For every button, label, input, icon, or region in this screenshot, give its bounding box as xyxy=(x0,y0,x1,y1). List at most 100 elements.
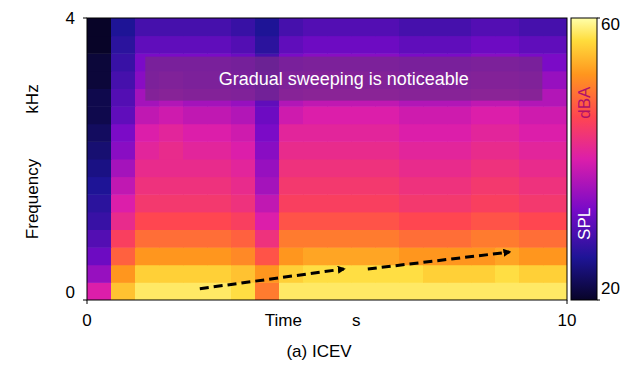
cell xyxy=(423,36,448,54)
cell xyxy=(423,18,448,36)
colorbar-tick-label: 60 xyxy=(601,15,620,34)
cell xyxy=(87,124,112,142)
cell xyxy=(159,141,184,159)
cell xyxy=(183,212,208,230)
cell xyxy=(183,177,208,195)
cell xyxy=(351,212,376,230)
cell xyxy=(471,212,496,230)
cell xyxy=(207,18,232,36)
x-axis-title: Time xyxy=(265,311,302,330)
cell xyxy=(255,282,280,300)
cell xyxy=(255,177,280,195)
arrow xyxy=(200,269,344,289)
cell xyxy=(423,194,448,212)
cell xyxy=(447,282,472,300)
cell xyxy=(495,141,520,159)
cell xyxy=(351,230,376,248)
cell xyxy=(207,247,232,265)
cell xyxy=(159,194,184,212)
cell xyxy=(327,212,352,230)
cell xyxy=(447,159,472,177)
cell xyxy=(543,18,567,36)
cell xyxy=(423,159,448,177)
cell xyxy=(87,71,112,89)
cell xyxy=(519,124,544,142)
cell xyxy=(183,265,208,283)
cell xyxy=(111,71,136,89)
cell xyxy=(255,212,280,230)
cell xyxy=(111,159,136,177)
cell xyxy=(423,282,448,300)
cell xyxy=(327,282,352,300)
arrow xyxy=(368,252,510,269)
cell xyxy=(447,212,472,230)
cell xyxy=(111,212,136,230)
cell xyxy=(87,194,112,212)
cell xyxy=(183,141,208,159)
cell xyxy=(87,18,112,36)
cell xyxy=(255,247,280,265)
cell xyxy=(159,247,184,265)
cell xyxy=(183,194,208,212)
cell xyxy=(231,106,256,124)
cell xyxy=(471,141,496,159)
cell xyxy=(495,177,520,195)
cell xyxy=(303,194,328,212)
cell xyxy=(399,265,424,283)
cell xyxy=(231,230,256,248)
cell xyxy=(471,106,496,124)
cell xyxy=(399,36,424,54)
cell xyxy=(135,230,160,248)
cell xyxy=(279,124,304,142)
cell xyxy=(543,159,567,177)
cell xyxy=(231,124,256,142)
cell xyxy=(111,53,136,71)
cell xyxy=(87,265,112,283)
cell xyxy=(279,141,304,159)
colorbar-unit: dBA xyxy=(575,86,594,119)
cell xyxy=(135,18,160,36)
cell xyxy=(303,36,328,54)
cell xyxy=(207,230,232,248)
cell xyxy=(87,106,112,124)
cell xyxy=(135,124,160,142)
cell xyxy=(279,36,304,54)
cell xyxy=(375,36,400,54)
cell xyxy=(519,141,544,159)
cell xyxy=(375,212,400,230)
cell xyxy=(351,282,376,300)
cell xyxy=(303,159,328,177)
cell xyxy=(495,265,520,283)
cell xyxy=(255,18,280,36)
x-axis-unit: s xyxy=(352,311,361,330)
cell xyxy=(399,141,424,159)
cell xyxy=(447,36,472,54)
cell xyxy=(279,282,304,300)
cell xyxy=(351,194,376,212)
cell xyxy=(543,282,567,300)
cell xyxy=(495,282,520,300)
colorbar-tick xyxy=(597,300,600,301)
cell xyxy=(111,106,136,124)
cell xyxy=(255,230,280,248)
annotation: Gradual sweeping is noticeable xyxy=(219,69,469,89)
cell xyxy=(159,282,184,300)
cell xyxy=(255,106,280,124)
cell xyxy=(495,247,520,265)
cell xyxy=(111,89,136,107)
cell xyxy=(183,18,208,36)
cell xyxy=(375,247,400,265)
cell xyxy=(303,177,328,195)
cell xyxy=(543,106,567,124)
cell xyxy=(279,106,304,124)
cell xyxy=(87,177,112,195)
cell xyxy=(375,18,400,36)
cell xyxy=(231,159,256,177)
cell xyxy=(207,177,232,195)
cell xyxy=(87,89,112,107)
cell xyxy=(543,89,567,107)
colorbar-tick-label: 20 xyxy=(601,279,620,298)
cell xyxy=(375,177,400,195)
cell xyxy=(543,124,567,142)
cell xyxy=(159,18,184,36)
